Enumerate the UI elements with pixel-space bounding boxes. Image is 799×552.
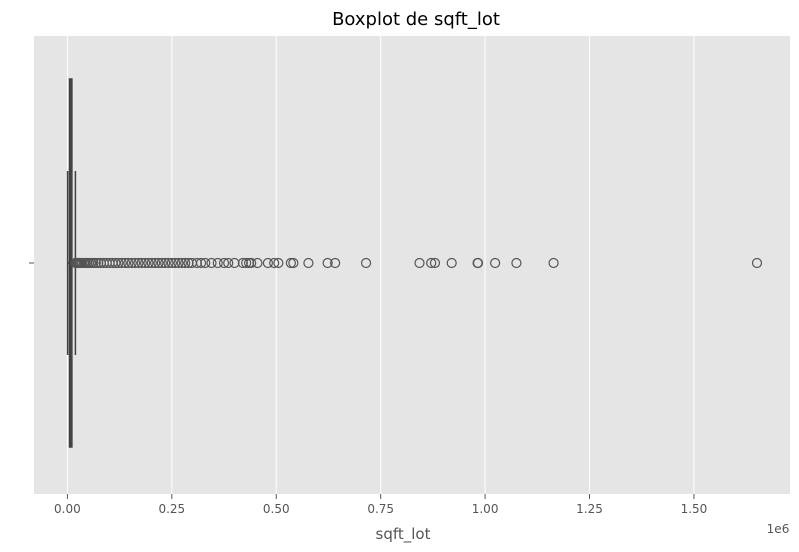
outlier-point [136,257,147,269]
outlier-point [229,257,240,269]
outlier-point [414,257,425,269]
outlier-point [330,257,341,269]
x-tick-label: 0.50 [263,502,290,516]
x-tick-label: 1.25 [576,502,603,516]
outlier-point [119,257,131,269]
outlier-point [191,257,202,269]
outlier-point [140,257,151,269]
plot-background [34,36,790,494]
grid-lines [66,36,695,494]
outlier-point [241,257,252,269]
outlier-point [129,257,141,269]
outlier-point [173,257,184,269]
outlier-point [751,257,763,269]
x-axis-label: sqft_lot [376,525,431,544]
x-tick-label: 0.75 [367,502,394,516]
outlier-point [252,257,263,269]
outlier-point [303,257,314,269]
outlier-points [70,257,763,269]
outlier-point [180,257,191,269]
outlier-point [446,257,457,269]
x-tick-label: 1.50 [681,502,708,516]
outlier-point [360,257,372,269]
outlier-point [285,257,296,269]
outlier-point [490,257,501,269]
outlier-point [195,257,207,269]
outlier-point [156,257,167,269]
outlier-point [426,257,437,269]
outlier-point [269,257,280,269]
outlier-point [548,257,559,269]
outlier-point [153,257,164,269]
outlier-point [126,257,137,269]
outlier-point [223,257,234,269]
outlier-point [322,257,333,269]
x-tick-label: 0.25 [158,502,185,516]
outlier-point [123,257,134,269]
outlier-point [176,257,187,269]
outlier-point [511,257,522,269]
x-axis-offset-label: 1e6 [767,522,790,536]
outlier-point [218,257,230,269]
outlier-point [170,257,181,269]
outlier-point [93,257,104,269]
x-tick-label: 1.00 [472,502,499,516]
outlier-point [110,257,121,269]
outlier-point [429,257,441,269]
outlier-point [273,257,284,269]
outlier-point [472,257,484,269]
outlier-point [246,257,257,269]
outlier-point [150,257,161,269]
chart-title: Boxplot de sqft_lot [332,9,500,30]
outlier-point [116,257,127,269]
outlier-point [163,257,174,269]
outlier-point [146,257,157,269]
outlier-point [200,257,211,269]
x-axis-ticks: 0.00 0.25 0.50 0.75 1.00 1.25 1.50 [54,494,707,516]
outlier-point [90,257,101,269]
outlier-point [262,257,274,269]
outlier-point [113,257,124,269]
outlier-point [143,257,154,269]
outlier-point [183,257,194,269]
outlier-point [288,257,299,269]
outlier-point [133,257,144,269]
outlier-point [212,257,223,269]
outlier-point [166,257,177,269]
outlier-point [160,257,171,269]
outlier-point [206,257,217,269]
outlier-point [237,257,248,269]
x-tick-label: 0.00 [54,502,81,516]
outlier-point [88,257,99,269]
